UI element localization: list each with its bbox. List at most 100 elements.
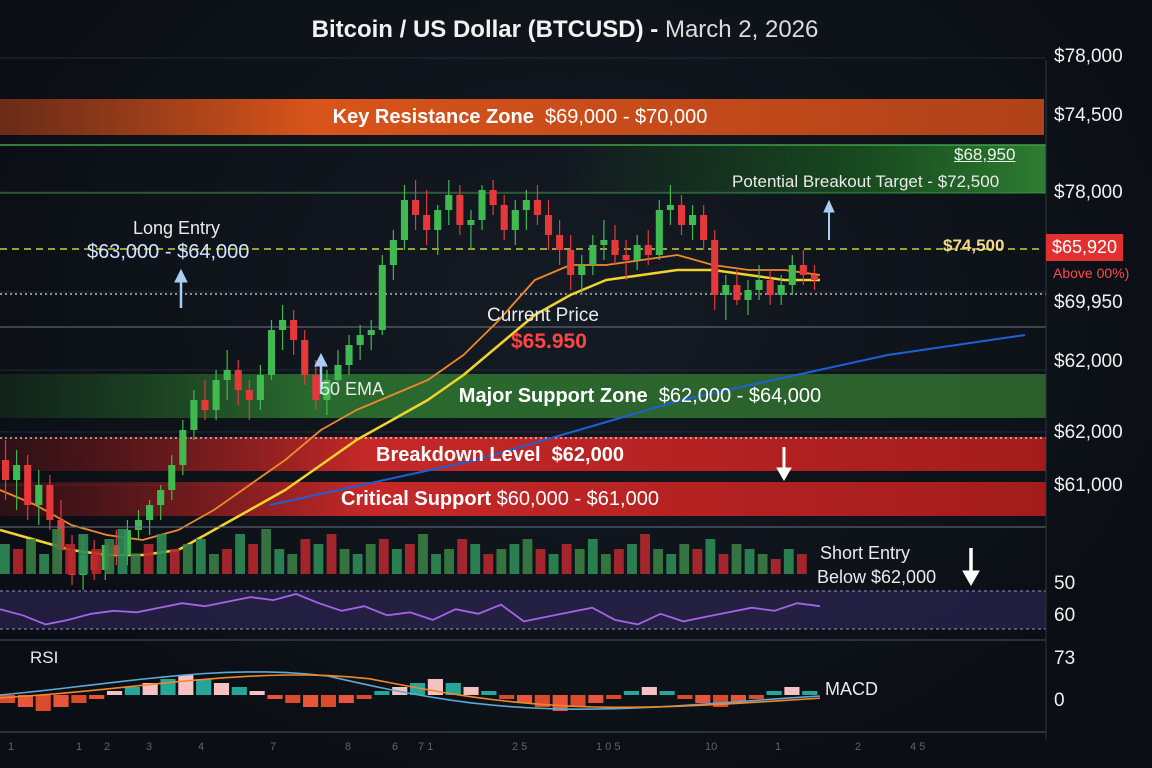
candle-down — [644, 245, 652, 255]
volume-bar — [600, 554, 611, 574]
candle-up — [13, 465, 21, 480]
y-label-1: $78,000 — [1054, 46, 1123, 67]
x-tick-label: 2 5 — [512, 741, 527, 753]
volume-bar — [692, 549, 703, 574]
candle-up — [511, 210, 519, 230]
candle-up — [689, 215, 697, 225]
current-price-label: Current Price — [487, 305, 599, 326]
candle-up — [256, 375, 264, 400]
macd-bar — [249, 691, 265, 695]
x-tick-label: 3 — [146, 741, 152, 753]
x-tick-label: 1 — [8, 741, 14, 753]
macd-bar — [0, 695, 16, 703]
macd-bar — [374, 691, 390, 695]
candle-down — [700, 215, 708, 240]
candle-down — [500, 205, 508, 230]
macd-bar — [178, 675, 194, 695]
long-entry-range: $63,000 - $64,000 — [87, 241, 250, 263]
volume-bar — [705, 539, 716, 574]
candle-up — [146, 505, 154, 520]
resistance-zone-label: Key Resistance Zone $69,000 - $70,000 — [332, 106, 708, 128]
candle-up — [134, 520, 143, 530]
ema-50-line — [0, 254, 821, 541]
volume-bar — [483, 554, 494, 574]
ema-long-line — [269, 334, 1026, 506]
candle-up — [400, 200, 409, 240]
rsi-line — [0, 593, 821, 626]
price-tag: $65,920 — [1046, 234, 1124, 261]
candle-down — [234, 370, 242, 390]
volume-bar — [222, 549, 232, 574]
candle-down — [810, 275, 819, 280]
candle-up — [212, 380, 220, 410]
candle-down — [677, 205, 686, 225]
candle-up — [600, 240, 608, 245]
above-note: Above 00%) — [1053, 265, 1130, 281]
candle-up — [467, 220, 475, 225]
x-tick-label: 7 1 — [418, 741, 433, 753]
volume-bar — [52, 529, 63, 574]
candle-up — [279, 320, 287, 330]
volume-bar — [130, 554, 141, 574]
candle-down — [112, 545, 120, 555]
breakdown-arrow-icon — [776, 447, 792, 481]
macd-histogram — [0, 671, 821, 711]
volume-bar — [653, 549, 664, 574]
candle-down — [456, 195, 464, 225]
volume-bar — [313, 544, 324, 574]
candle-down — [533, 200, 541, 215]
candle-up — [157, 490, 165, 505]
macd-bar — [320, 695, 337, 707]
breakout-target-band — [560, 145, 1046, 193]
volume-bar — [731, 544, 742, 574]
volume-bar — [640, 534, 650, 574]
candle-down — [290, 320, 298, 340]
volume-bar — [91, 549, 102, 574]
macd-bar — [35, 695, 51, 711]
volume-bar — [431, 554, 441, 574]
candle-down — [245, 390, 253, 400]
x-tick-label: 10 — [705, 741, 717, 753]
volume-bar — [209, 554, 219, 574]
volume-bar — [0, 544, 10, 574]
volume-bar — [117, 529, 128, 574]
candle-down — [556, 235, 564, 250]
rsi-label: RSI — [30, 648, 59, 667]
short-entry-range: Below $62,000 — [817, 567, 937, 587]
volume-bar — [65, 544, 76, 574]
candle-down — [489, 190, 497, 205]
candle-down — [766, 280, 774, 295]
resistance-zone — [0, 99, 1044, 135]
rsi-band — [0, 591, 1046, 629]
candle-up — [655, 210, 663, 255]
x-tick-label: 1 — [775, 741, 781, 753]
candle-up — [367, 330, 375, 335]
y-label-6: $62,000 — [1054, 422, 1123, 443]
candle-up — [168, 465, 176, 490]
volume-bar — [182, 544, 193, 574]
macd-bar — [516, 695, 533, 703]
macd-bar — [213, 683, 230, 695]
candle-down — [301, 340, 309, 375]
volume-bar — [666, 554, 677, 574]
volume-bar — [300, 539, 311, 574]
volume-bar — [378, 539, 389, 574]
candle-down — [799, 265, 807, 275]
volume-bar — [235, 534, 245, 574]
macd-bar — [552, 695, 568, 711]
macd-bar — [659, 691, 675, 695]
macd-bar — [588, 695, 604, 703]
candle-down — [423, 215, 431, 230]
volume-bar — [339, 549, 350, 574]
volume-bar — [757, 554, 768, 574]
volume-bar — [470, 544, 481, 574]
ema-arrow-icon — [314, 352, 328, 394]
macd-bar — [695, 695, 711, 703]
volume-bar — [522, 539, 533, 574]
candle-up — [190, 400, 198, 430]
macd-bar — [71, 695, 87, 703]
candle-down — [567, 250, 575, 275]
x-tick-label: 4 — [198, 741, 204, 753]
long-entry-arrow-icon — [174, 268, 188, 308]
y-label-4: $69,950 — [1054, 292, 1123, 313]
